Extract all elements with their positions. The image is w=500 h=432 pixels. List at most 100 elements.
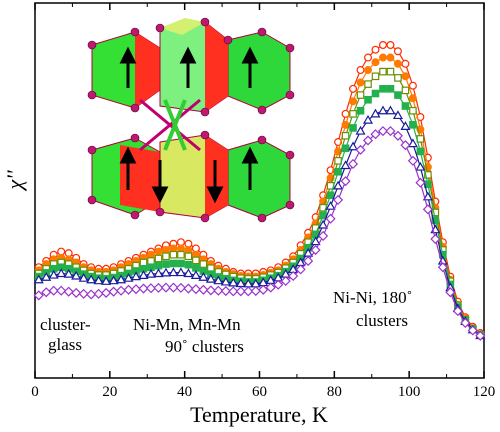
data-point — [78, 272, 89, 282]
data-point — [160, 267, 171, 277]
inset-atom — [200, 130, 210, 140]
data-point — [318, 230, 329, 241]
data-point — [401, 86, 410, 95]
data-point — [101, 276, 112, 285]
inset-octahedron — [227, 139, 291, 219]
data-point — [415, 161, 426, 171]
data-point — [145, 283, 157, 294]
data-point — [355, 125, 366, 135]
data-point — [154, 261, 163, 270]
data-point — [168, 267, 179, 277]
annotation-nimn-line2: 90˚ clusters — [165, 337, 244, 356]
inset-spin-arrow-head — [119, 146, 137, 164]
data-point — [41, 272, 52, 281]
data-point — [63, 268, 74, 278]
series-open-diamond — [33, 126, 486, 341]
data-point — [184, 246, 193, 255]
data-point — [139, 258, 148, 267]
data-point — [175, 267, 186, 277]
data-point — [101, 287, 112, 298]
data-point — [318, 219, 329, 229]
data-point — [409, 121, 417, 129]
data-point — [326, 191, 335, 200]
data-point — [364, 66, 373, 75]
data-point — [213, 275, 224, 285]
data-point — [422, 191, 433, 201]
data-point — [145, 268, 157, 278]
data-point — [86, 289, 97, 300]
data-point — [379, 67, 387, 76]
data-point — [370, 129, 381, 140]
data-point — [56, 268, 67, 278]
data-point — [475, 330, 486, 341]
data-point — [349, 110, 357, 118]
data-point — [116, 274, 127, 284]
data-point — [228, 277, 239, 287]
data-point — [205, 285, 216, 296]
data-point — [333, 180, 344, 190]
data-point — [393, 47, 402, 56]
data-point — [288, 270, 299, 282]
inset-atom — [87, 40, 97, 50]
data-point — [394, 74, 402, 82]
data-point — [93, 275, 104, 285]
data-point — [86, 274, 97, 284]
inset-spin-arrow-head — [119, 46, 137, 64]
data-point — [153, 268, 164, 278]
data-point — [377, 105, 389, 115]
data-point — [123, 284, 134, 295]
inset-spin-arrow-head — [151, 186, 169, 204]
data-point — [198, 272, 209, 281]
data-point — [378, 53, 387, 62]
annotation-nini-line2: clusters — [356, 311, 408, 330]
data-point — [371, 45, 380, 54]
data-point — [48, 269, 59, 279]
data-point — [371, 89, 380, 98]
data-point — [162, 252, 170, 261]
data-point — [183, 268, 194, 278]
data-point — [56, 285, 67, 296]
data-point — [71, 270, 82, 280]
data-point — [220, 285, 231, 297]
data-point — [408, 94, 417, 103]
data-point — [408, 81, 417, 90]
data-point — [33, 274, 44, 284]
data-point — [378, 40, 387, 49]
x-tick-label: 120 — [473, 384, 496, 400]
inset-atom — [257, 213, 267, 223]
data-point — [334, 167, 342, 176]
inset-octahedron — [135, 32, 160, 108]
x-tick-label: 20 — [102, 384, 117, 400]
data-point — [108, 275, 119, 285]
data-point — [273, 279, 284, 290]
data-point — [407, 155, 418, 166]
data-point — [228, 286, 239, 297]
data-point — [295, 264, 306, 275]
y-axis-title: χ'' — [2, 170, 27, 191]
data-point — [467, 325, 478, 336]
data-point — [422, 204, 433, 215]
data-point — [385, 126, 396, 137]
inset-atom — [223, 35, 233, 45]
data-point — [123, 272, 134, 282]
x-tick-label: 80 — [327, 384, 342, 400]
data-point — [341, 131, 350, 140]
data-point — [78, 288, 89, 299]
data-point — [356, 91, 365, 99]
inset-spin-arrow-head — [241, 146, 259, 164]
inset-atom — [130, 27, 140, 37]
x-tick-label: 0 — [31, 384, 39, 400]
data-point — [386, 85, 395, 93]
inset-octahedron — [160, 18, 205, 35]
inset-atom — [285, 43, 295, 53]
data-point — [386, 67, 395, 76]
inset-spin-arrow-head — [179, 46, 197, 64]
inset-atom — [87, 195, 97, 205]
data-point — [169, 244, 178, 253]
data-point — [183, 283, 194, 294]
data-point — [71, 287, 82, 298]
x-tick-label: 100 — [398, 384, 421, 400]
data-point — [371, 58, 380, 67]
inset-atom — [200, 213, 210, 223]
data-point — [325, 200, 336, 210]
